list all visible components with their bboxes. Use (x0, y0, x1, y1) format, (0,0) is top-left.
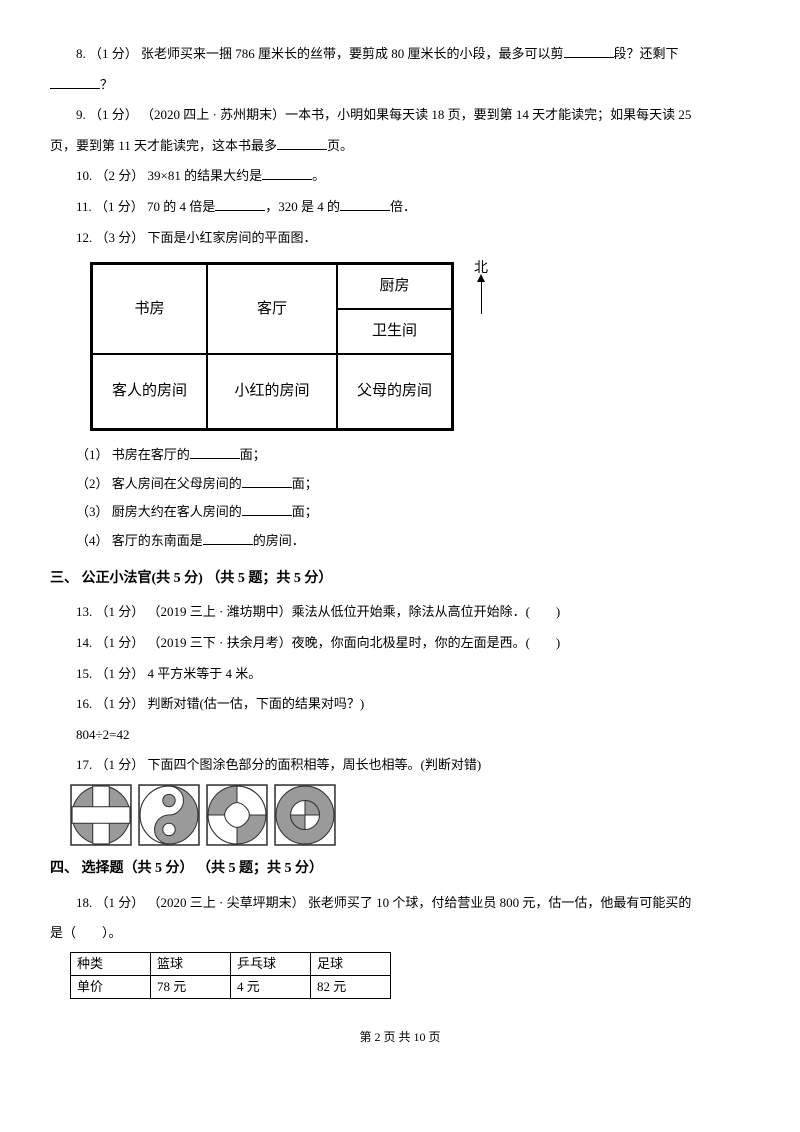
q18a: 18. （1 分） （2020 三上 · 尖草坪期末） 张老师买了 10 个球，… (50, 889, 750, 918)
q9-l2: 页，要到第 11 天才能读完，这本书最多 (50, 138, 277, 153)
q10-tail: 。 (312, 168, 325, 183)
q12-4b: 的房间． (253, 533, 305, 548)
q14: 14. （1 分） （2019 三下 · 扶余月考）夜晚，你面向北极星时，你的左… (50, 629, 750, 658)
q9-line2: 页，要到第 11 天才能读完，这本书最多 页。 (50, 132, 750, 161)
page-footer: 第 2 页 共 10 页 (50, 1024, 750, 1050)
q16b: 804÷2=42 (50, 721, 750, 750)
room-xh: 小红的房间 (207, 354, 337, 429)
q11-p2: ，320 是 4 的 (265, 199, 340, 214)
q17: 17. （1 分） 下面四个图涂色部分的面积相等，周长也相等。(判断对错) (50, 751, 750, 780)
q18b: 是（ ）。 (50, 919, 750, 948)
q15: 15. （1 分） 4 平方米等于 4 米。 (50, 660, 750, 689)
q9-tail: 页。 (327, 138, 353, 153)
q16a: 16. （1 分） 判断对错(估一估，下面的结果对吗？) (50, 690, 750, 719)
q12-2a: （2） 客人房间在父母房间的 (76, 476, 242, 491)
q17-shapes (70, 784, 750, 846)
blank[interactable] (203, 532, 253, 545)
q8-tail1: 段？还剩下 (614, 46, 679, 61)
room-parents: 父母的房间 (337, 354, 452, 429)
shape-3-icon (206, 784, 268, 846)
th-football: 足球 (311, 952, 391, 975)
q12-intro-text: 12. （3 分） 下面是小红家房间的平面图． (76, 230, 317, 245)
blank[interactable] (215, 198, 265, 211)
td-football: 82 元 (311, 976, 391, 999)
q11-p3: 倍． (390, 199, 416, 214)
q9-l1: 9. （1 分） （2020 四上 · 苏州期末）一本书，小明如果每天读 18 … (76, 107, 691, 122)
floor-plan-wrap: 书房 客厅 厨房 卫生间 客人的房间 小红的房间 父母的房间 北 (90, 262, 750, 431)
th-basketball: 篮球 (151, 952, 231, 975)
q8-tail2: ？ (100, 77, 113, 92)
table-row: 种类 篮球 乒乓球 足球 (71, 952, 391, 975)
shape-2-icon (138, 784, 200, 846)
q8-line2: ？ (50, 71, 750, 100)
blank[interactable] (242, 475, 292, 488)
q12-2b: 面； (292, 476, 318, 491)
ball-table: 种类 篮球 乒乓球 足球 单价 78 元 4 元 82 元 (70, 952, 391, 999)
q12-3a: （3） 厨房大约在客人房间的 (76, 504, 242, 519)
room-bath: 卫生间 (337, 309, 452, 354)
room-study: 书房 (92, 264, 207, 354)
q8: 8. （1 分） 张老师买来一捆 786 厘米长的丝带，要剪成 80 厘米长的小… (50, 40, 750, 69)
room-guest: 客人的房间 (92, 354, 207, 429)
q12-4a: （4） 客厅的东南面是 (76, 533, 203, 548)
blank[interactable] (190, 446, 240, 459)
blank[interactable] (277, 137, 327, 150)
th-pingpong: 乒乓球 (231, 952, 311, 975)
table-row: 单价 78 元 4 元 82 元 (71, 976, 391, 999)
north-arrow-icon (481, 279, 482, 314)
q11-p1: 11. （1 分） 70 的 4 倍是 (76, 199, 215, 214)
q12-1: （1） 书房在客厅的 面； (50, 441, 750, 470)
td-basketball: 78 元 (151, 976, 231, 999)
td-pingpong: 4 元 (231, 976, 311, 999)
section-4-title: 四、 选择题（共 5 分） （共 5 题；共 5 分） (50, 854, 750, 885)
q12-1b: 面； (240, 447, 266, 462)
q12-3b: 面； (292, 504, 318, 519)
q11: 11. （1 分） 70 的 4 倍是 ，320 是 4 的 倍． (50, 193, 750, 222)
section-3-title: 三、 公正小法官(共 5 分) （共 5 题；共 5 分） (50, 564, 750, 595)
room-living: 客厅 (207, 264, 337, 354)
q12-1a: （1） 书房在客厅的 (76, 447, 190, 462)
shape-4-icon (274, 784, 336, 846)
blank[interactable] (242, 503, 292, 516)
shape-1-icon (70, 784, 132, 846)
q8-text: 8. （1 分） 张老师买来一捆 786 厘米长的丝带，要剪成 80 厘米长的小… (76, 46, 564, 61)
th-type: 种类 (71, 952, 151, 975)
floor-plan: 书房 客厅 厨房 卫生间 客人的房间 小红的房间 父母的房间 (90, 262, 454, 431)
blank[interactable] (262, 167, 312, 180)
blank[interactable] (340, 198, 390, 211)
blank[interactable] (50, 76, 100, 89)
blank[interactable] (564, 45, 614, 58)
q12-intro: 12. （3 分） 下面是小红家房间的平面图． (50, 224, 750, 253)
q10: 10. （2 分） 39×81 的结果大约是 。 (50, 162, 750, 191)
q13: 13. （1 分） （2019 三上 · 潍坊期中）乘法从低位开始乘，除法从高位… (50, 598, 750, 627)
q12-4: （4） 客厅的东南面是 的房间． (50, 527, 750, 556)
q10-text: 10. （2 分） 39×81 的结果大约是 (76, 168, 262, 183)
q9: 9. （1 分） （2020 四上 · 苏州期末）一本书，小明如果每天读 18 … (50, 101, 750, 130)
q12-3: （3） 厨房大约在客人房间的 面； (50, 498, 750, 527)
q12-2: （2） 客人房间在父母房间的 面； (50, 470, 750, 499)
td-price-label: 单价 (71, 976, 151, 999)
north-indicator: 北 (474, 262, 488, 431)
room-kitchen: 厨房 (337, 264, 452, 309)
